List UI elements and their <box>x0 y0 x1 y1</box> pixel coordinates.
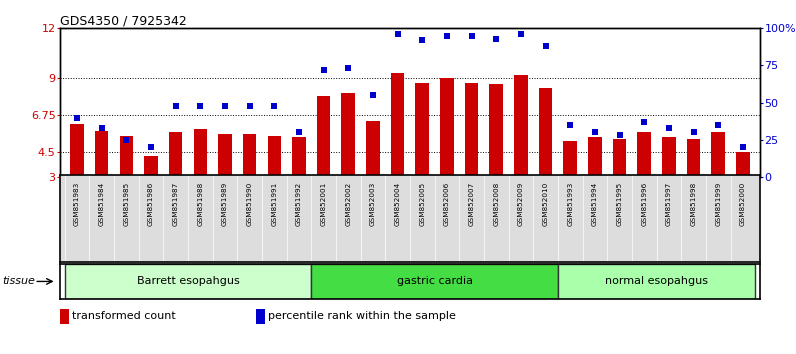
Text: GSM851995: GSM851995 <box>617 182 622 227</box>
Text: GSM851992: GSM851992 <box>296 182 302 227</box>
Bar <box>341 93 355 177</box>
Bar <box>736 152 750 177</box>
Text: GSM851986: GSM851986 <box>148 182 154 227</box>
Text: GSM852010: GSM852010 <box>543 182 548 227</box>
Bar <box>514 75 528 177</box>
Text: GSM852007: GSM852007 <box>469 182 474 227</box>
Text: GSM851991: GSM851991 <box>271 182 277 227</box>
Bar <box>613 139 626 177</box>
Bar <box>95 131 108 177</box>
Bar <box>256 309 265 324</box>
Bar <box>119 136 133 177</box>
Bar <box>366 121 380 177</box>
Bar <box>539 88 552 177</box>
Text: percentile rank within the sample: percentile rank within the sample <box>268 311 456 321</box>
Bar <box>440 78 454 177</box>
Text: GSM851985: GSM851985 <box>123 182 129 227</box>
Text: GSM852006: GSM852006 <box>444 182 450 227</box>
Bar <box>267 136 281 177</box>
Text: GSM851984: GSM851984 <box>99 182 104 227</box>
Text: gastric cardia: gastric cardia <box>396 276 473 286</box>
Bar <box>416 83 429 177</box>
Bar <box>70 124 84 177</box>
Bar <box>169 132 182 177</box>
Text: GSM851999: GSM851999 <box>716 182 721 227</box>
Text: GSM851997: GSM851997 <box>666 182 672 227</box>
Text: GSM851989: GSM851989 <box>222 182 228 227</box>
Text: GSM852000: GSM852000 <box>740 182 746 227</box>
Text: GSM852005: GSM852005 <box>419 182 425 227</box>
Bar <box>638 132 651 177</box>
Bar <box>712 132 725 177</box>
Bar <box>243 134 256 177</box>
Text: GSM851998: GSM851998 <box>691 182 696 227</box>
Bar <box>558 264 755 299</box>
Text: tissue: tissue <box>2 276 35 286</box>
Bar <box>662 137 676 177</box>
Text: GSM852004: GSM852004 <box>395 182 400 227</box>
Text: transformed count: transformed count <box>72 311 176 321</box>
Text: GSM852001: GSM852001 <box>321 182 326 227</box>
Text: GSM851996: GSM851996 <box>642 182 647 227</box>
Text: GSM852003: GSM852003 <box>370 182 376 227</box>
Text: GSM851993: GSM851993 <box>568 182 573 227</box>
Bar <box>60 309 68 324</box>
Bar <box>391 73 404 177</box>
Bar <box>687 139 700 177</box>
Bar <box>588 137 602 177</box>
Text: GSM852002: GSM852002 <box>345 182 351 227</box>
Bar <box>64 264 311 299</box>
Text: GSM851990: GSM851990 <box>247 182 252 227</box>
Text: normal esopahgus: normal esopahgus <box>605 276 708 286</box>
Bar <box>292 137 306 177</box>
Bar <box>144 155 158 177</box>
Text: GSM851988: GSM851988 <box>197 182 203 227</box>
Bar <box>490 85 503 177</box>
Bar <box>564 141 577 177</box>
Text: GSM852009: GSM852009 <box>518 182 524 227</box>
Bar <box>218 134 232 177</box>
Bar <box>317 96 330 177</box>
Text: GSM851983: GSM851983 <box>74 182 80 227</box>
Text: GSM851987: GSM851987 <box>173 182 178 227</box>
Bar <box>311 264 558 299</box>
Text: GSM852008: GSM852008 <box>494 182 499 227</box>
Bar <box>465 83 478 177</box>
Text: GDS4350 / 7925342: GDS4350 / 7925342 <box>60 14 186 27</box>
Text: Barrett esopahgus: Barrett esopahgus <box>137 276 240 286</box>
Bar <box>193 129 207 177</box>
Text: GSM851994: GSM851994 <box>592 182 598 227</box>
